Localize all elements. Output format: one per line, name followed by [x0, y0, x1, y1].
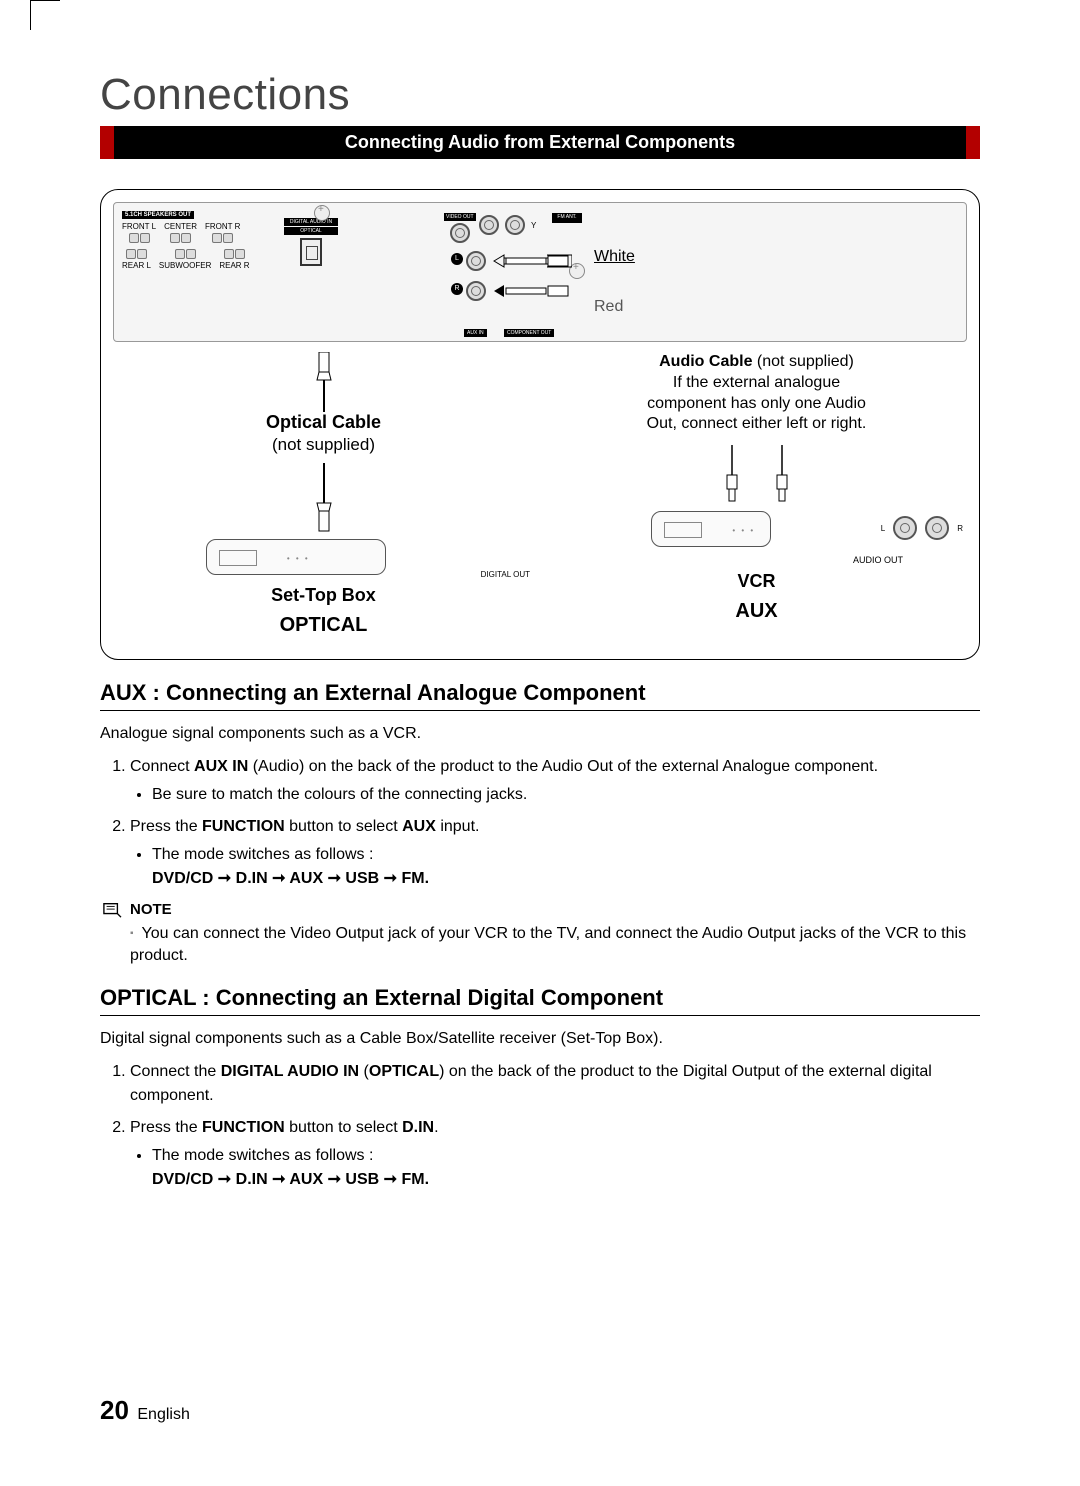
note-header: NOTE	[100, 901, 980, 919]
optical-heading: OPTICAL : Connecting an External Digital…	[100, 985, 980, 1016]
optical-step2-bullet: The mode switches as follows : DVD/CD ➞ …	[152, 1144, 980, 1192]
aux-in-label: AUX IN	[464, 329, 487, 337]
white-label: White	[594, 248, 635, 266]
screw-icon	[314, 205, 330, 221]
aux-r-jack	[466, 281, 572, 301]
component-out-label: COMPONENT OUT	[504, 329, 554, 337]
banner-text: Connecting Audio from External Component…	[100, 126, 980, 159]
aux-steps: Connect AUX IN (Audio) on the back of th…	[100, 755, 980, 891]
optical-port: DIGITAL AUDIO IN OPTICAL	[284, 218, 338, 266]
aux-step2-bullet: The mode switches as follows : DVD/CD ➞ …	[152, 843, 980, 891]
page-number: 20	[100, 1395, 129, 1425]
optical-not-supplied: (not supplied)	[117, 435, 530, 455]
plug-arrow-icon	[492, 253, 572, 269]
crop-mark	[30, 0, 60, 30]
optical-cable-icon	[309, 463, 339, 533]
note-icon	[100, 901, 124, 919]
settop-label: Set-Top Box	[117, 585, 530, 606]
vcr-label: VCR	[550, 571, 963, 592]
page-footer: 20 English	[100, 1395, 190, 1426]
aux-half: Audio Cable (not supplied) If the extern…	[550, 342, 963, 637]
plug-arrow-icon	[492, 283, 572, 299]
rca-r-icon	[925, 516, 949, 540]
aux-step1-bullet: Be sure to match the colours of the conn…	[152, 783, 980, 807]
optical-cable-icon	[309, 352, 339, 412]
digital-out-label: DIGITAL OUT	[481, 570, 530, 579]
connection-diagram: 5.1CH SPEAKERS OUT FRONT L CENTER FRONT …	[100, 189, 980, 660]
aux-big-label: AUX	[550, 600, 963, 623]
fm-ant: FM ANT.	[552, 213, 582, 223]
aux-step-2: Press the FUNCTION button to select AUX …	[130, 815, 980, 891]
optical-cable-label: Optical Cable	[117, 412, 530, 433]
video-out: VIDEO OUT	[444, 213, 476, 243]
aux-heading: AUX : Connecting an External Analogue Co…	[100, 680, 980, 711]
audio-cable-icon	[697, 445, 817, 505]
note-item: You can connect the Video Output jack of…	[130, 923, 980, 968]
optical-big-label: OPTICAL	[117, 614, 530, 637]
optical-step-1: Connect the DIGITAL AUDIO IN (OPTICAL) o…	[130, 1060, 980, 1108]
optical-step-2: Press the FUNCTION button to select D.IN…	[130, 1116, 980, 1192]
red-label: Red	[594, 298, 623, 316]
speaker-jacks-top: FRONT L CENTER FRONT R	[122, 222, 958, 243]
component-y: Y	[479, 215, 536, 235]
aux-r-label: R	[451, 283, 463, 295]
back-panel: 5.1CH SPEAKERS OUT FRONT L CENTER FRONT …	[113, 202, 967, 342]
audio-out-label: AUDIO OUT	[550, 555, 963, 565]
page-title: Connections	[100, 70, 980, 120]
note-label: NOTE	[130, 901, 172, 918]
aux-l-jack	[466, 251, 572, 271]
section-banner: Connecting Audio from External Component…	[100, 126, 980, 159]
audio-cable-desc: Audio Cable (not supplied) If the extern…	[550, 352, 963, 435]
optical-intro: Digital signal components such as a Cabl…	[100, 1028, 980, 1050]
note-list: You can connect the Video Output jack of…	[100, 923, 980, 968]
page-lang: English	[137, 1406, 189, 1423]
aux-l-label: L	[451, 253, 463, 265]
settop-box-icon: • • •	[206, 539, 386, 575]
optical-half: Optical Cable (not supplied) • • • DIGIT…	[117, 342, 530, 637]
vcr-box-icon: • • •	[651, 511, 771, 547]
rca-l-icon	[893, 516, 917, 540]
aux-step-1: Connect AUX IN (Audio) on the back of th…	[130, 755, 980, 807]
aux-intro: Analogue signal components such as a VCR…	[100, 723, 980, 745]
optical-steps: Connect the DIGITAL AUDIO IN (OPTICAL) o…	[100, 1060, 980, 1192]
speakers-header: 5.1CH SPEAKERS OUT	[122, 211, 194, 219]
